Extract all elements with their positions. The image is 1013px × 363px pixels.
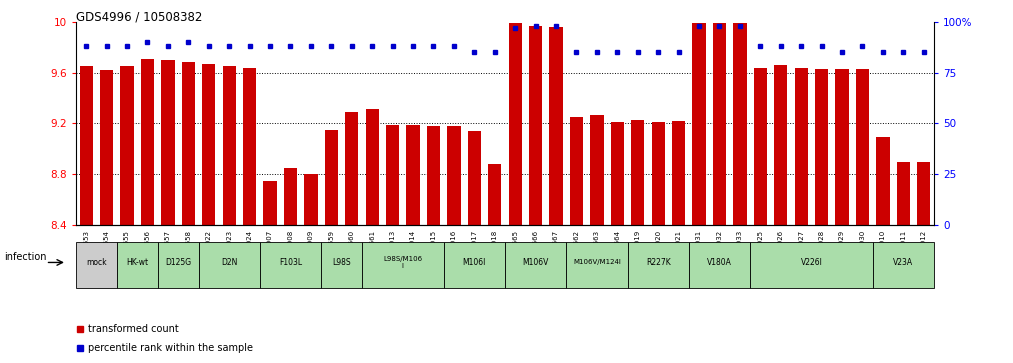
FancyBboxPatch shape xyxy=(444,242,504,288)
FancyBboxPatch shape xyxy=(362,242,444,288)
Bar xyxy=(713,23,726,225)
Bar xyxy=(468,131,481,225)
FancyBboxPatch shape xyxy=(158,242,199,288)
Bar xyxy=(876,137,889,225)
Text: GDS4996 / 10508382: GDS4996 / 10508382 xyxy=(76,11,203,24)
Bar xyxy=(693,23,706,225)
Text: F103L: F103L xyxy=(279,258,302,267)
Bar xyxy=(325,130,338,225)
FancyBboxPatch shape xyxy=(873,242,934,288)
FancyBboxPatch shape xyxy=(566,242,628,288)
Bar xyxy=(856,69,869,225)
Text: infection: infection xyxy=(4,252,47,262)
Bar xyxy=(304,174,317,225)
FancyBboxPatch shape xyxy=(504,242,566,288)
Bar xyxy=(263,180,277,225)
Bar xyxy=(121,66,134,225)
Text: mock: mock xyxy=(86,258,106,267)
FancyBboxPatch shape xyxy=(259,242,321,288)
Bar xyxy=(917,162,930,225)
Text: R227K: R227K xyxy=(646,258,671,267)
Text: transformed count: transformed count xyxy=(87,324,178,334)
Bar xyxy=(100,70,113,225)
Bar xyxy=(591,114,604,225)
FancyBboxPatch shape xyxy=(76,242,116,288)
Text: M106I: M106I xyxy=(463,258,486,267)
Text: percentile rank within the sample: percentile rank within the sample xyxy=(87,343,252,352)
Bar xyxy=(345,112,359,225)
Text: M106V: M106V xyxy=(523,258,549,267)
Bar xyxy=(161,60,174,225)
Bar xyxy=(386,125,399,225)
Bar xyxy=(448,126,461,225)
Bar xyxy=(141,58,154,225)
Bar xyxy=(631,119,644,225)
Bar xyxy=(897,162,910,225)
Bar xyxy=(243,68,256,225)
Text: L98S: L98S xyxy=(332,258,350,267)
Bar xyxy=(509,23,522,225)
Bar xyxy=(672,121,685,225)
Bar xyxy=(651,122,665,225)
Bar xyxy=(488,164,501,225)
Bar xyxy=(774,65,787,225)
Bar xyxy=(426,126,440,225)
Text: D2N: D2N xyxy=(221,258,237,267)
Text: V23A: V23A xyxy=(893,258,914,267)
FancyBboxPatch shape xyxy=(689,242,750,288)
Text: L98S/M106
I: L98S/M106 I xyxy=(383,256,422,269)
Text: V226I: V226I xyxy=(800,258,823,267)
Bar xyxy=(284,168,297,225)
FancyBboxPatch shape xyxy=(628,242,689,288)
Bar xyxy=(815,69,829,225)
FancyBboxPatch shape xyxy=(750,242,873,288)
Bar xyxy=(611,122,624,225)
Text: M106V/M124I: M106V/M124I xyxy=(573,260,621,265)
Bar xyxy=(366,109,379,225)
FancyBboxPatch shape xyxy=(199,242,259,288)
Text: V180A: V180A xyxy=(707,258,732,267)
Bar xyxy=(570,117,583,225)
Bar xyxy=(203,64,216,225)
Bar xyxy=(406,125,419,225)
Bar xyxy=(223,66,236,225)
Text: HK-wt: HK-wt xyxy=(127,258,148,267)
Bar xyxy=(754,68,767,225)
Bar xyxy=(529,25,542,225)
Bar xyxy=(80,66,93,225)
Bar xyxy=(836,69,849,225)
Text: D125G: D125G xyxy=(165,258,191,267)
FancyBboxPatch shape xyxy=(116,242,158,288)
Bar xyxy=(549,27,562,225)
Bar xyxy=(794,68,807,225)
Bar xyxy=(733,23,747,225)
Bar xyxy=(181,62,194,225)
FancyBboxPatch shape xyxy=(321,242,362,288)
